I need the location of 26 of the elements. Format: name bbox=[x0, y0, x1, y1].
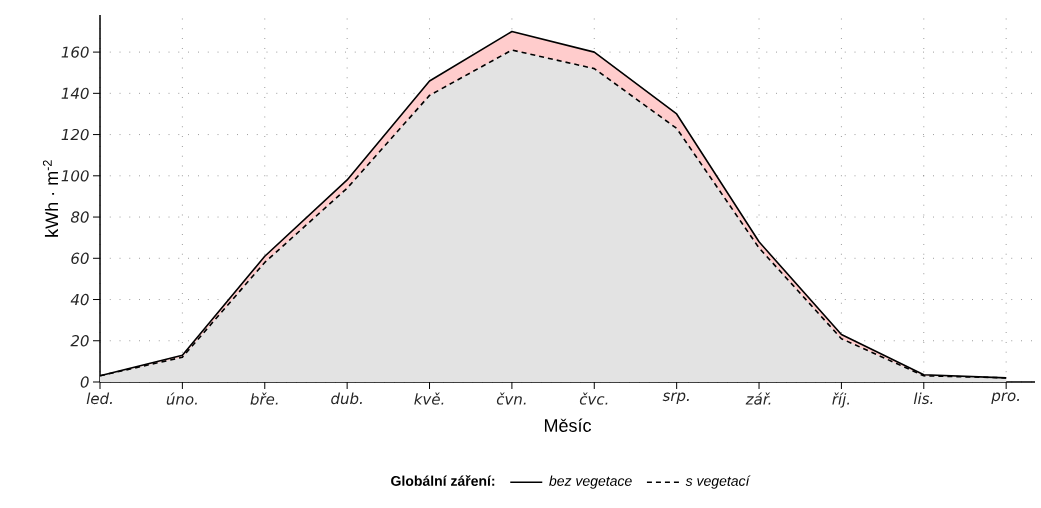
x-tick-label: bře. bbox=[250, 392, 278, 405]
y-tick-label: 60 bbox=[71, 252, 89, 264]
x-tick-label: čvn. bbox=[496, 392, 526, 405]
x-tick-label: srp. bbox=[662, 392, 689, 405]
y-tick-label: 140 bbox=[61, 87, 89, 100]
y-tick-label: 40 bbox=[70, 293, 89, 306]
legend-label: s vegetací bbox=[685, 475, 751, 489]
y-tick-label: 120 bbox=[61, 128, 89, 141]
x-axis-title: Měsíc bbox=[544, 418, 592, 432]
x-tick-label: čvc. bbox=[579, 392, 608, 405]
x-tick-label: kvě. bbox=[414, 392, 444, 405]
x-tick-label: zář. bbox=[745, 392, 771, 405]
x-tick-label: úno. bbox=[166, 392, 197, 405]
y-tick-label: 20 bbox=[70, 335, 89, 347]
y-tick-label: 160 bbox=[61, 46, 89, 58]
x-tick-label: lis. bbox=[913, 392, 933, 405]
x-tick-label: říj. bbox=[832, 392, 850, 408]
y-tick-label: 100 bbox=[61, 170, 89, 182]
y-axis-title: kWh · m$^{-2}$ bbox=[42, 160, 58, 237]
y-tick-label: 80 bbox=[70, 211, 89, 223]
x-tick-label: led. bbox=[86, 392, 112, 405]
x-tick-label: pro. bbox=[991, 392, 1019, 405]
legend-title: Globální záření: bbox=[391, 475, 495, 486]
x-tick-label: dub. bbox=[331, 392, 362, 405]
legend-label: bez vegetace bbox=[549, 475, 632, 489]
y-tick-label: 0 bbox=[80, 376, 89, 388]
